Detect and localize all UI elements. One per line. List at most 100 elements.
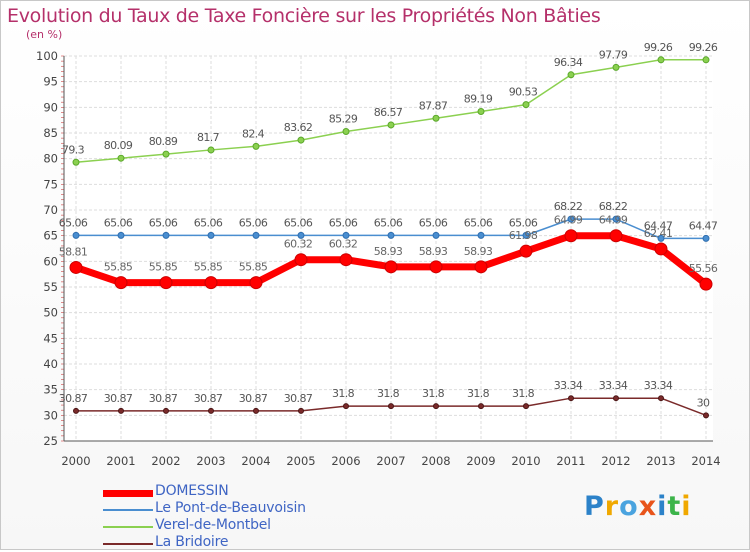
data-point-1 <box>702 234 710 242</box>
data-point-0 <box>474 260 488 274</box>
data-label-0: 55.85 <box>104 261 133 274</box>
data-point-3 <box>613 395 619 402</box>
logo-letter: P <box>584 491 605 522</box>
data-point-0 <box>204 276 218 290</box>
data-label-1: 65.06 <box>149 216 178 229</box>
data-label-0: 58.93 <box>419 245 448 258</box>
axis-layer: 25 30 35 40 45 50 55 60 65 70 75 80 85 90 95 100 2000 200… <box>36 49 721 468</box>
data-point-1 <box>207 231 215 239</box>
data-label-1: 65.06 <box>509 216 538 229</box>
y-tick-label: 65 <box>43 229 58 243</box>
data-point-3 <box>523 403 529 410</box>
data-label-2: 80.09 <box>104 139 133 152</box>
y-tick-label: 25 <box>43 434 58 448</box>
legend-label: DOMESSIN <box>155 483 229 499</box>
data-label-3: 30 <box>697 396 710 409</box>
data-label-1: 65.06 <box>329 216 358 229</box>
data-label-0: 55.85 <box>239 261 268 274</box>
x-tick-label: 2002 <box>151 454 180 468</box>
y-tick-label: 85 <box>43 126 58 140</box>
data-label-3: 31.8 <box>512 387 535 400</box>
data-label-2: 96.34 <box>554 56 583 69</box>
data-point-2 <box>702 56 710 64</box>
data-point-2 <box>522 101 530 109</box>
data-point-1 <box>342 231 350 239</box>
data-label-3: 30.87 <box>194 392 223 405</box>
data-label-3: 31.8 <box>467 387 490 400</box>
data-label-1: 64.47 <box>644 219 673 232</box>
data-label-0: 55.56 <box>689 262 718 275</box>
x-tick-label: 2001 <box>106 454 135 468</box>
y-tick-label: 80 <box>43 152 58 166</box>
x-tick-label: 2000 <box>61 454 90 468</box>
data-point-2 <box>477 107 485 115</box>
data-point-1 <box>387 231 395 239</box>
data-point-2 <box>207 146 215 154</box>
data-point-0 <box>384 260 398 274</box>
data-label-3: 31.8 <box>332 387 355 400</box>
data-point-1 <box>72 231 80 239</box>
data-label-2: 87.87 <box>419 99 448 112</box>
data-label-1: 65.06 <box>374 216 403 229</box>
y-tick-label: 40 <box>43 357 58 371</box>
y-tick-label: 35 <box>43 383 58 397</box>
unit-label: (en %) <box>26 28 63 41</box>
data-label-2: 99.26 <box>689 41 718 54</box>
data-label-2: 89.19 <box>464 92 493 105</box>
legend-item: Le Pont-de-Beauvoisin <box>103 500 403 518</box>
data-label-0: 61.98 <box>509 229 538 242</box>
data-point-2 <box>162 150 170 158</box>
y-tick-label: 45 <box>43 331 58 345</box>
data-label-0: 55.85 <box>194 261 223 274</box>
legend: DOMESSIN Le Pont-de-Beauvoisin Verel-de-Mo… <box>103 483 403 552</box>
y-tick-label: 50 <box>43 306 58 320</box>
data-point-0 <box>654 242 668 256</box>
data-point-1 <box>117 231 125 239</box>
data-label-layer: 58.81 55.85 55.85 55.85 55.85 60.32 60.32 58.93… <box>59 41 719 410</box>
logo-letter: r <box>604 491 620 522</box>
x-tick-label: 2008 <box>421 454 450 468</box>
data-point-1 <box>297 231 305 239</box>
x-tick-label: 2012 <box>601 454 630 468</box>
data-point-3 <box>703 412 709 419</box>
data-point-2 <box>612 63 620 71</box>
data-point-0 <box>699 277 713 291</box>
data-point-2 <box>297 136 305 144</box>
data-point-3 <box>118 407 124 414</box>
data-label-1: 64.47 <box>689 219 718 232</box>
data-label-3: 30.87 <box>104 392 133 405</box>
legend-label: Verel-de-Montbel <box>155 517 271 533</box>
data-label-2: 81.7 <box>197 131 220 144</box>
logo-letter: o <box>619 491 639 522</box>
data-label-3: 30.87 <box>149 392 178 405</box>
data-label-2: 97.79 <box>599 48 628 61</box>
y-tick-label: 55 <box>43 280 58 294</box>
data-point-2 <box>567 71 575 79</box>
plot-area <box>64 56 713 441</box>
x-tick-label: 2013 <box>646 454 675 468</box>
data-point-1 <box>252 231 260 239</box>
y-tick-label: 70 <box>43 203 58 217</box>
data-label-1: 65.06 <box>194 216 223 229</box>
legend-label: La Bridoire <box>155 534 229 550</box>
logo-letter: t <box>667 491 682 522</box>
data-label-0: 55.85 <box>149 261 178 274</box>
data-point-2 <box>432 114 440 122</box>
data-label-2: 86.57 <box>374 106 403 119</box>
y-tick-label: 100 <box>36 49 58 63</box>
data-point-3 <box>298 407 304 414</box>
data-label-3: 30.87 <box>59 392 88 405</box>
data-label-2: 83.62 <box>284 121 313 134</box>
data-point-3 <box>253 407 259 414</box>
chart-title: Evolution du Taux de Taxe Foncière sur l… <box>7 5 601 27</box>
data-label-0: 58.93 <box>464 245 493 258</box>
data-point-1 <box>657 234 665 242</box>
data-label-2: 79.3 <box>62 143 85 156</box>
data-point-1 <box>612 215 620 223</box>
data-label-3: 31.8 <box>377 387 400 400</box>
data-point-0 <box>159 276 173 290</box>
legend-label: Le Pont-de-Beauvoisin <box>155 500 306 516</box>
data-label-1: 65.06 <box>239 216 268 229</box>
x-tick-label: 2009 <box>466 454 495 468</box>
data-point-2 <box>387 121 395 129</box>
